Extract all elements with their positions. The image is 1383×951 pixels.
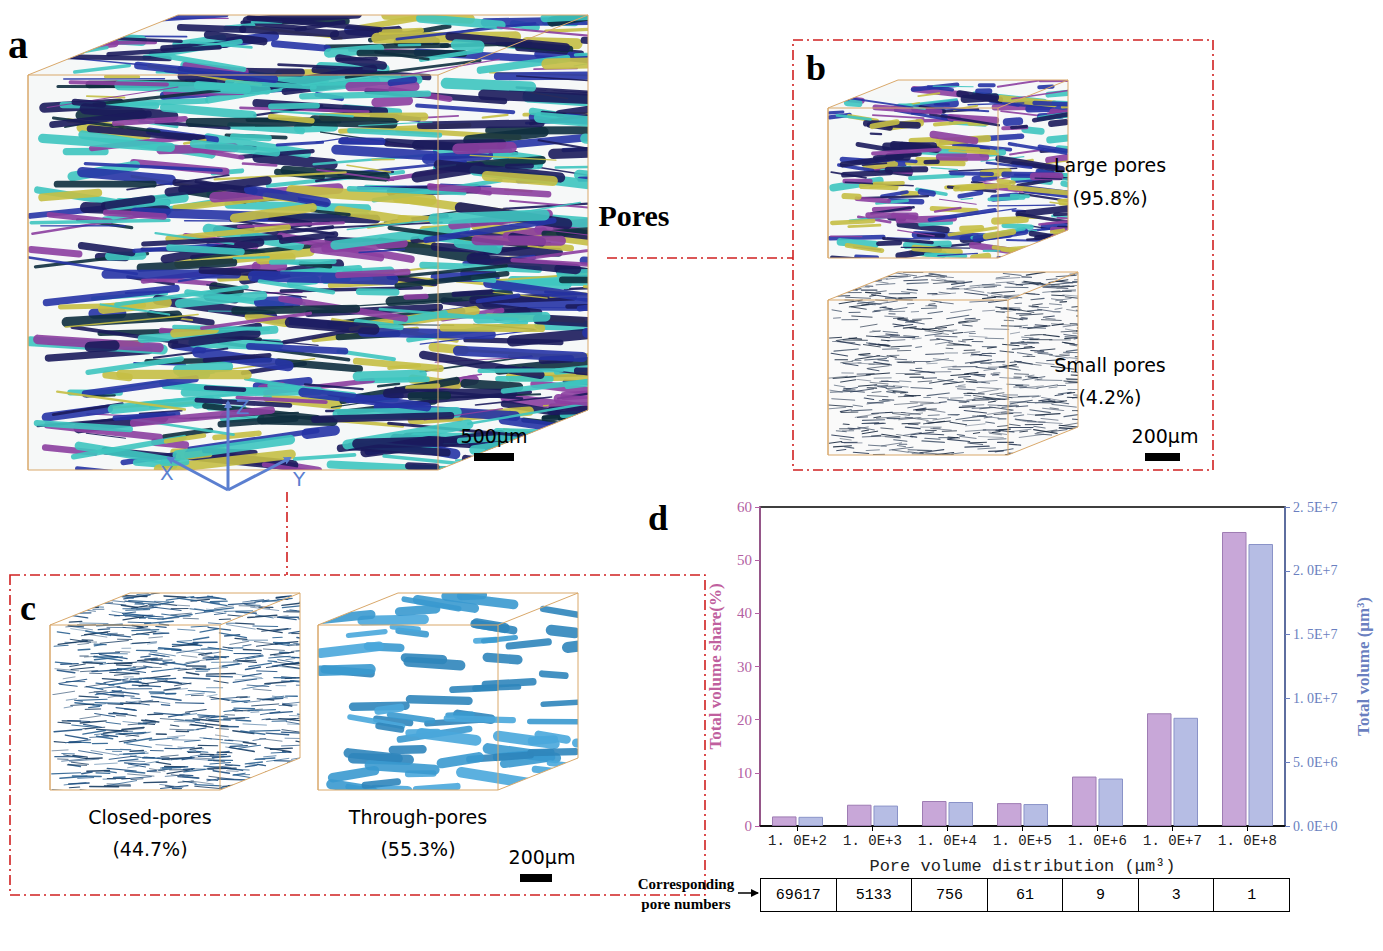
html-text:9: 9 <box>1096 886 1106 904</box>
svg-text:1. 0E+5: 1. 0E+5 <box>993 833 1052 849</box>
svg-text:0. 0E+0: 0. 0E+0 <box>1293 819 1337 834</box>
html-text:1: 1 <box>1247 886 1257 904</box>
svg-text:1. 5E+7: 1. 5E+7 <box>1293 627 1337 642</box>
html-text:756: 756 <box>935 886 963 904</box>
svg-text:500μm: 500μm <box>461 425 528 447</box>
svg-text:Y: Y <box>292 467 306 491</box>
svg-text:Small pores: Small pores <box>1054 354 1165 376</box>
svg-text:30: 30 <box>737 659 752 675</box>
html-text:5133: 5133 <box>855 886 892 904</box>
svg-text:(44.7%): (44.7%) <box>112 838 187 860</box>
svg-text:2. 0E+7: 2. 0E+7 <box>1293 563 1337 578</box>
svg-text:1. 0E+3: 1. 0E+3 <box>843 833 902 849</box>
svg-text:2. 5E+7: 2. 5E+7 <box>1293 500 1337 515</box>
svg-text:200μm: 200μm <box>509 846 576 868</box>
svg-text:5. 0E+6: 5. 0E+6 <box>1293 755 1337 770</box>
svg-text:1. 0E+7: 1. 0E+7 <box>1143 833 1202 849</box>
svg-text:a: a <box>8 22 28 67</box>
svg-text:1. 0E+2: 1. 0E+2 <box>768 833 827 849</box>
svg-text:200μm: 200μm <box>1132 425 1199 447</box>
svg-text:Through-pores: Through-pores <box>348 806 487 828</box>
svg-text:b: b <box>806 48 826 88</box>
svg-text:(4.2%): (4.2%) <box>1078 386 1141 408</box>
svg-text:(95.8%): (95.8%) <box>1072 187 1147 209</box>
svg-text:X: X <box>160 461 174 485</box>
svg-text:10: 10 <box>737 765 752 781</box>
svg-text:Total volume (μm³): Total volume (μm³) <box>1354 597 1373 736</box>
svg-text:Pores: Pores <box>598 199 669 232</box>
html-text:Corresponding pore numbers: Corresponding pore numbers <box>637 876 735 912</box>
svg-text:d: d <box>648 498 668 538</box>
svg-text:c: c <box>20 588 36 628</box>
svg-text:Z: Z <box>236 395 250 419</box>
svg-text:(55.3%): (55.3%) <box>380 838 455 860</box>
svg-text:0: 0 <box>745 818 753 834</box>
svg-text:40: 40 <box>737 605 752 621</box>
svg-text:1. 0E+8: 1. 0E+8 <box>1218 833 1277 849</box>
svg-text:Closed-pores: Closed-pores <box>88 806 211 828</box>
svg-text:Pore volume distribution (μm³): Pore volume distribution (μm³) <box>869 857 1175 876</box>
svg-text:50: 50 <box>737 552 752 568</box>
html-text:3: 3 <box>1171 886 1181 904</box>
html-text:69617: 69617 <box>775 886 821 904</box>
svg-text:1. 0E+4: 1. 0E+4 <box>918 833 977 849</box>
svg-text:1. 0E+6: 1. 0E+6 <box>1068 833 1127 849</box>
svg-text:Total volume share(%): Total volume share(%) <box>706 583 725 749</box>
svg-text:20: 20 <box>737 712 752 728</box>
svg-text:1. 0E+7: 1. 0E+7 <box>1293 691 1337 706</box>
svg-text:60: 60 <box>737 499 752 515</box>
html-text:61: 61 <box>1016 886 1034 904</box>
svg-text:Large pores: Large pores <box>1054 154 1166 176</box>
